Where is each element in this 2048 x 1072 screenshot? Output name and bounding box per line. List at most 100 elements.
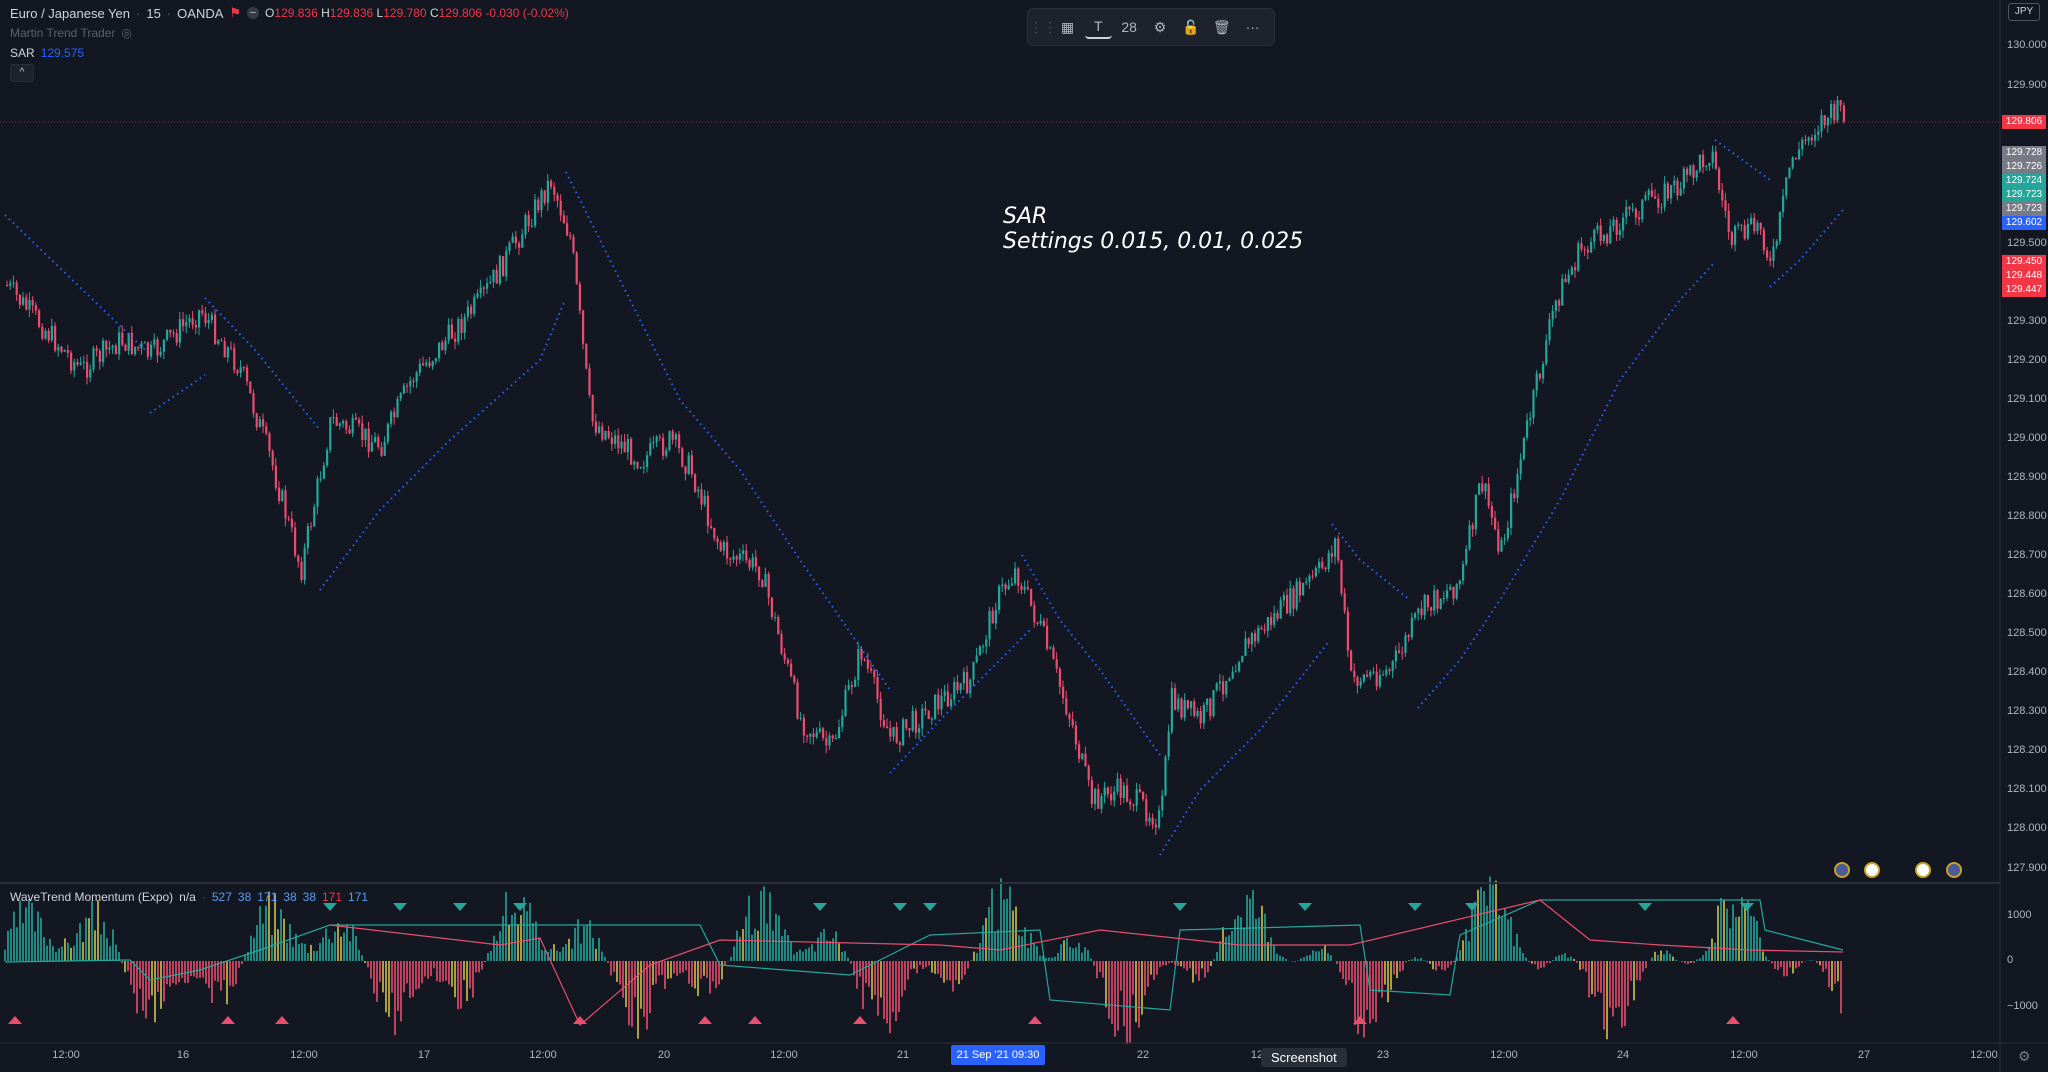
sar-indicator-legend[interactable]: SAR 129.575 xyxy=(10,46,84,60)
candle-body xyxy=(1644,195,1647,200)
hidden-eye-icon[interactable]: ◎ xyxy=(121,26,132,40)
candle-body xyxy=(502,256,505,277)
sar-dots xyxy=(1331,523,1411,601)
event-icon[interactable] xyxy=(1864,862,1880,878)
candle-body xyxy=(92,348,95,370)
candle-body xyxy=(527,215,530,226)
candle-body xyxy=(210,314,213,320)
candle-body xyxy=(50,325,53,341)
candle-body xyxy=(255,413,258,428)
buy-signal-triangle xyxy=(275,1016,289,1024)
candle-body xyxy=(412,380,415,382)
lock-icon[interactable]: 🔓 xyxy=(1182,18,1200,35)
settings-gear-icon[interactable]: ⚙ xyxy=(1153,18,1167,35)
candle-body xyxy=(1622,217,1625,231)
candle-body xyxy=(582,310,585,344)
price-tick: 128.900 xyxy=(2007,471,2047,483)
event-icon[interactable] xyxy=(1834,862,1850,878)
trash-icon[interactable]: 🗑 xyxy=(1212,18,1231,35)
symbol-exchange[interactable]: OANDA xyxy=(177,5,224,21)
candle-body xyxy=(566,223,569,236)
candle-body xyxy=(169,329,172,333)
candle-body xyxy=(687,455,690,474)
candle-body xyxy=(217,340,220,344)
candle-body xyxy=(230,347,233,349)
price-tick: 128.400 xyxy=(2007,666,2047,678)
symbol-name[interactable]: Euro / Japanese Yen xyxy=(10,5,130,21)
sell-signal-triangle xyxy=(1638,903,1652,911)
candle-body xyxy=(1193,701,1196,716)
candle-body xyxy=(246,367,249,382)
candle-body xyxy=(18,294,21,305)
candle-body xyxy=(393,411,396,418)
candle-body xyxy=(1721,189,1724,201)
sar-annotation-text[interactable]: SAR Settings 0.015, 0.01, 0.025 xyxy=(1003,204,1303,254)
candle-body xyxy=(1750,217,1753,224)
candle-body xyxy=(790,663,793,677)
candle-body xyxy=(25,297,28,310)
oscillator-legend[interactable]: WaveTrend Momentum (Expo) n/a · 527 38 1… xyxy=(10,890,369,904)
font-size-button[interactable]: 28 xyxy=(1121,19,1137,35)
candle-body xyxy=(313,506,316,527)
candle-body xyxy=(562,215,565,224)
sar-dots xyxy=(204,297,321,431)
candle-body xyxy=(6,285,9,286)
price-tick: 127.900 xyxy=(2007,862,2047,874)
candle-body xyxy=(591,395,594,422)
candle-body xyxy=(15,282,18,295)
candle-body xyxy=(1609,226,1612,244)
more-icon[interactable]: ··· xyxy=(1245,19,1260,35)
candle-body xyxy=(694,474,697,492)
candle-body xyxy=(751,557,754,568)
candle-body xyxy=(1410,617,1413,638)
candle-body xyxy=(1708,162,1711,167)
collapse-legend-button[interactable]: ^ xyxy=(10,64,34,82)
price-marker-box: 129.602 xyxy=(2002,216,2046,230)
crosshair-time-badge: 21 Sep '21 09:30 xyxy=(951,1045,1045,1065)
candle-body xyxy=(1378,675,1381,687)
price-tick: 128.800 xyxy=(2007,510,2047,522)
event-icon[interactable] xyxy=(1946,862,1962,878)
buy-signal-triangle xyxy=(8,1016,22,1024)
candle-body xyxy=(1471,525,1474,530)
candle-body xyxy=(1372,671,1375,673)
candle-body xyxy=(646,455,649,468)
settings-gear-icon[interactable]: ⚙ xyxy=(2018,1048,2031,1064)
candle-body xyxy=(482,287,485,289)
flag-icon[interactable]: ⚑ xyxy=(229,5,242,20)
martin-indicator-legend[interactable]: Martin Trend Trader ◎ xyxy=(10,26,132,40)
candle-body xyxy=(1510,493,1513,528)
template-icon[interactable]: ▦ xyxy=(1060,18,1075,35)
minus-icon[interactable]: – xyxy=(247,7,260,19)
candle-body xyxy=(28,299,31,310)
candle-body xyxy=(454,338,457,342)
candle-body xyxy=(1641,199,1644,220)
candle-body xyxy=(911,710,914,731)
sell-signal-triangle xyxy=(923,903,937,911)
candle-body xyxy=(1513,493,1516,499)
candle-body xyxy=(1673,180,1676,186)
currency-badge[interactable]: JPY xyxy=(2008,3,2040,21)
candle-body xyxy=(207,319,210,324)
candle-body xyxy=(969,679,972,694)
candle-body xyxy=(1810,137,1813,141)
price-tick: 128.500 xyxy=(2007,627,2047,639)
candle-body xyxy=(1055,659,1058,669)
candle-body xyxy=(1065,698,1068,715)
text-color-button[interactable]: T xyxy=(1084,15,1112,39)
candle-body xyxy=(98,350,101,363)
event-icon[interactable] xyxy=(1915,862,1931,878)
symbol-interval[interactable]: 15 xyxy=(146,5,161,21)
candle-body xyxy=(1263,629,1266,631)
candle-body xyxy=(684,466,687,474)
candle-body xyxy=(1001,584,1004,587)
candle-body xyxy=(1094,789,1097,804)
symbol-legend[interactable]: Euro / Japanese Yen · 15 · OANDA ⚑ – O12… xyxy=(10,5,569,21)
candle-body xyxy=(620,441,623,449)
candle-body xyxy=(1558,300,1561,306)
candle-body xyxy=(284,490,287,519)
candle-body xyxy=(953,682,956,700)
drag-handle-icon[interactable]: ⋮⋮ xyxy=(1029,18,1057,35)
candle-body xyxy=(252,393,255,414)
